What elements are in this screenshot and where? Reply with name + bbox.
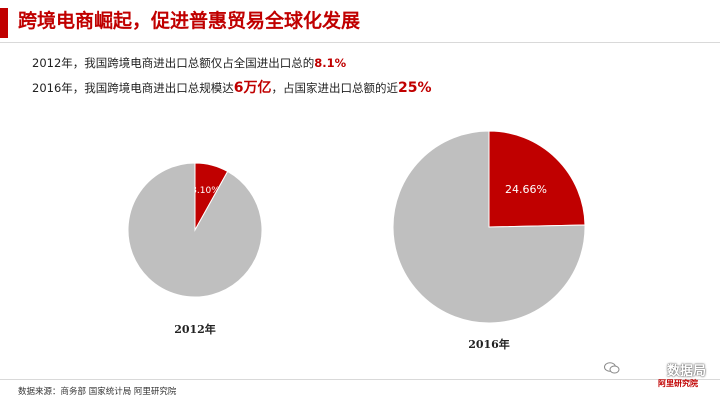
summary-line-2012: 2012年，我国跨境电商进出口总额仅占全国进出口总的8.1% — [32, 55, 346, 71]
wechat-icon — [604, 362, 620, 374]
summary-line-2016-text-b: ，占国家进出口总额的近 — [271, 81, 399, 95]
pie-2012-slice-0-label: 8.10% — [191, 186, 220, 196]
title-divider — [0, 42, 720, 43]
summary-line-2016-value-b: 25% — [398, 80, 432, 96]
pie-chart-2012: 8.10% 2012年 — [127, 162, 263, 336]
pie-2016-slice-1 — [392, 130, 586, 324]
pie-2016-slice-0 — [488, 130, 586, 228]
pie-2016-year-label: 2016年 — [468, 337, 510, 351]
summary-line-2012-value: 8.1% — [314, 56, 347, 70]
pie-2012-slice-1 — [127, 162, 263, 298]
footer-divider — [0, 379, 720, 380]
watermark-subtext: 阿里研究院 — [658, 379, 698, 388]
pie-2012-year-label: 2012年 — [174, 322, 216, 336]
summary-line-2016-value-a: 6万亿 — [233, 80, 272, 96]
source-note: 数据来源：商务部 国家统计局 阿里研究院 — [18, 387, 177, 397]
pie-2016-slice-0-label: 24.66% — [505, 183, 547, 196]
page-title: 跨境电商崛起，促进普惠贸易全球化发展 — [18, 10, 361, 32]
pie-chart-2016: 24.66% 2016年 — [392, 130, 586, 351]
summary-line-2012-text: 2012年，我国跨境电商进出口总额仅占全国进出口总的 — [32, 56, 315, 70]
summary-line-2016: 2016年，我国跨境电商进出口总规模达6万亿，占国家进出口总额的近25% — [32, 77, 432, 97]
watermark-text: 数据局 — [666, 364, 706, 379]
title-accent-bar — [0, 8, 8, 38]
summary-line-2016-text-a: 2016年，我国跨境电商进出口总规模达 — [32, 81, 234, 95]
